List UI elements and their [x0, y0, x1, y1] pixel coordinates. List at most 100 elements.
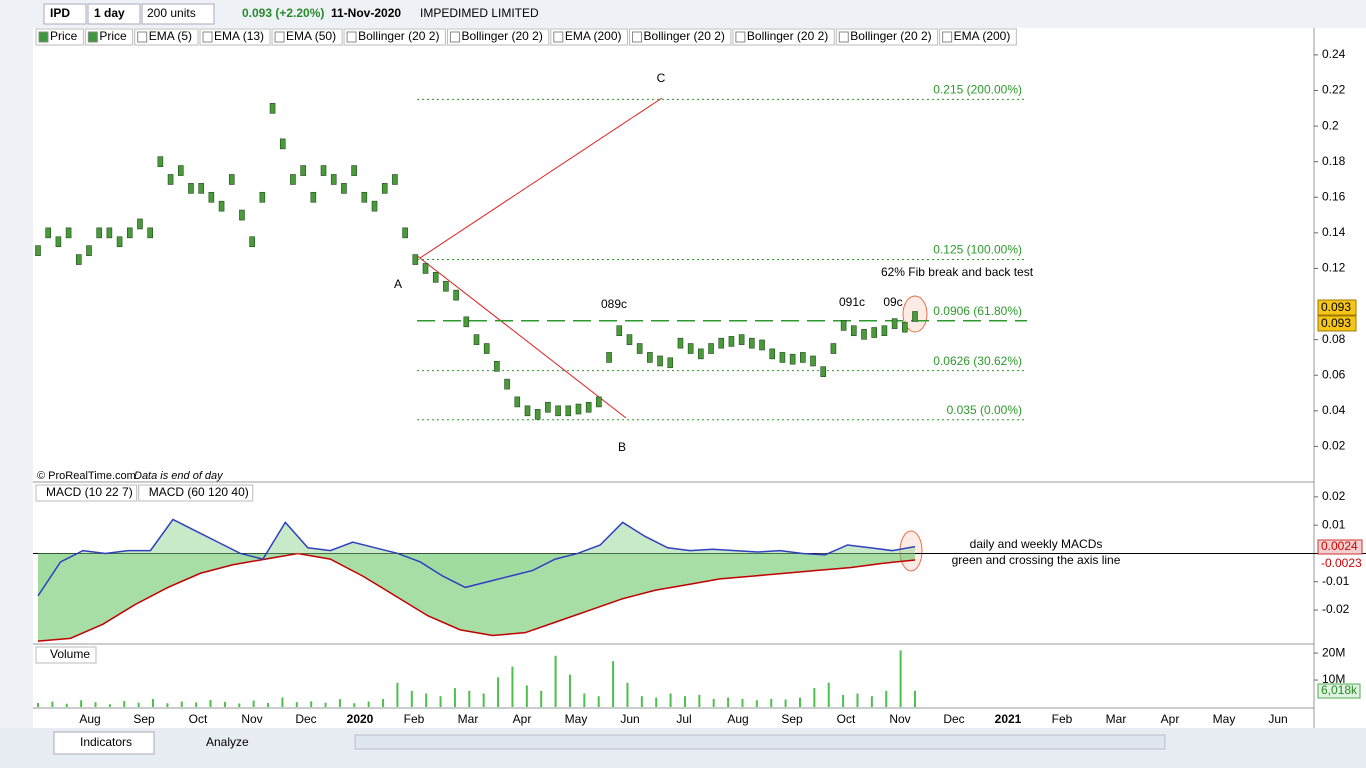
legend-item[interactable]: Bollinger (20 2) [747, 29, 828, 43]
candle [779, 352, 786, 363]
volume-bar [338, 699, 341, 707]
volume-bar [727, 697, 730, 707]
volume-bar [914, 690, 916, 707]
candle [259, 191, 266, 203]
macd-last-box [1317, 539, 1363, 555]
x-tick-label: Feb [1052, 712, 1073, 726]
units-box[interactable] [141, 3, 215, 25]
y-tick-label: 0.08 [1322, 332, 1346, 346]
legend-item[interactable]: EMA (50) [286, 29, 336, 43]
volume-bar [123, 701, 126, 707]
volume-bar [252, 700, 255, 707]
analyze-label[interactable]: Analyze [206, 735, 249, 749]
legend-item[interactable]: Bollinger (20 2) [850, 29, 931, 43]
legend-item[interactable]: Bollinger (20 2) [644, 29, 725, 43]
candle [330, 174, 337, 185]
fib-label: 0.0626 (30.62%) [933, 354, 1022, 368]
candle [443, 280, 449, 292]
legend-box [835, 28, 939, 46]
volume-bar [152, 698, 155, 707]
candle [851, 325, 857, 337]
legend-swatch [449, 31, 460, 43]
volume-bar [80, 700, 83, 707]
volume-bar [267, 702, 270, 707]
x-tick-label: Aug [79, 712, 100, 726]
candle [157, 156, 164, 167]
macd-area [38, 553, 915, 642]
volume-bar [698, 694, 701, 707]
candle [198, 183, 204, 194]
volume-bar [640, 696, 643, 707]
candle [606, 352, 612, 363]
symbol[interactable]: IPD [50, 6, 70, 20]
y-tick-label: 0.2 [1322, 118, 1339, 132]
candle [871, 327, 878, 338]
volume-last-label: 6,018k [1321, 683, 1358, 697]
volume-bar [367, 701, 370, 707]
candle [902, 321, 908, 333]
period[interactable]: 1 day [94, 6, 125, 20]
volume-bar [870, 696, 873, 707]
legend-item[interactable]: EMA (200) [954, 29, 1011, 43]
candle [320, 165, 327, 176]
candle [749, 337, 755, 349]
legend-item[interactable]: EMA (5) [149, 29, 192, 43]
candle [422, 263, 429, 274]
legend-box [939, 28, 1017, 46]
candle [504, 378, 510, 390]
legend-item[interactable]: EMA (13) [214, 29, 264, 43]
volume-last-box [1317, 683, 1361, 699]
candle [514, 396, 521, 408]
fib-label: 0.125 (100.00%) [933, 243, 1022, 257]
x-tick-label: Jul [676, 712, 691, 726]
candle [596, 396, 602, 408]
volume-bar [180, 701, 183, 707]
candle [545, 401, 551, 413]
volume-bar [554, 655, 557, 707]
indicators-label[interactable]: Indicators [80, 735, 132, 749]
symbol-box[interactable] [43, 3, 87, 25]
candle [269, 102, 276, 114]
volume-bar [108, 704, 111, 707]
point-label: B [618, 440, 626, 454]
legend-swatch [838, 31, 849, 43]
legend-box [343, 28, 446, 46]
volume-bar [669, 693, 672, 707]
y-tick-label: 20M [1322, 645, 1345, 659]
candle [55, 236, 62, 248]
candle [371, 200, 378, 212]
volume-bar [137, 702, 140, 707]
legend-box [35, 28, 84, 46]
macd-area [38, 519, 915, 596]
scrollbar[interactable] [354, 734, 1166, 750]
legend-item[interactable]: MACD (10 22 7) [46, 485, 133, 499]
y-tick-label: 0.02 [1322, 489, 1346, 503]
candle [657, 355, 663, 367]
legend-box [550, 28, 629, 46]
candle [45, 227, 51, 239]
legend-swatch [38, 31, 49, 43]
legend-item[interactable]: Bollinger (20 2) [461, 29, 542, 43]
candle [473, 334, 480, 345]
y-tick-label: 0.18 [1322, 154, 1346, 168]
candle [147, 227, 153, 239]
legend-item[interactable]: MACD (60 120 40) [149, 485, 249, 499]
volume-bar [827, 682, 830, 707]
candle [218, 200, 225, 212]
legend-item[interactable]: Volume [50, 647, 90, 661]
legend-box [84, 28, 134, 46]
volume-bar [410, 690, 413, 707]
indicators-button[interactable] [53, 731, 155, 755]
volume-bar [223, 701, 226, 707]
candle [137, 218, 143, 230]
candle [341, 183, 347, 194]
candle [626, 334, 633, 345]
units[interactable]: 200 units [147, 6, 196, 20]
legend-item[interactable]: EMA (200) [565, 29, 622, 43]
legend-item[interactable]: Price [99, 29, 127, 43]
volume-bar [310, 701, 313, 707]
legend-item[interactable]: Bollinger (20 2) [358, 29, 439, 43]
legend-item[interactable]: Price [50, 29, 78, 43]
period-box[interactable] [87, 3, 141, 25]
volume-bar [885, 690, 888, 707]
